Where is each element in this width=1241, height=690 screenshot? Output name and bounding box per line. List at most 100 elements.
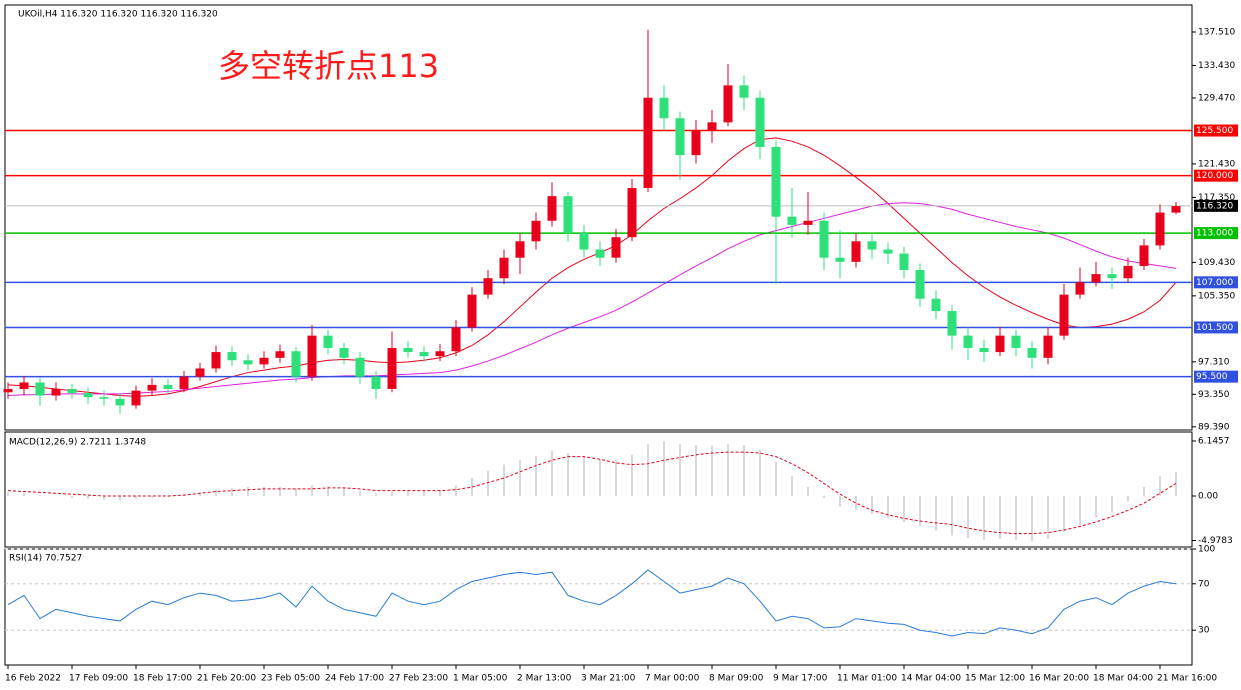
candle-body <box>275 351 285 358</box>
level-label: 95.500 <box>1196 372 1228 382</box>
y-tick-label: 129.470 <box>1198 93 1235 103</box>
candle-body <box>371 376 381 389</box>
candle-body <box>339 347 349 358</box>
x-tick-label: 21 Feb 20:00 <box>197 674 256 684</box>
macd-title: MACD(12,26,9) 2.7211 1.3748 <box>9 438 146 448</box>
x-tick-label: 1 Mar 05:00 <box>453 674 508 684</box>
candle-body <box>51 388 61 396</box>
level-label-bg <box>1194 321 1238 334</box>
level-label-bg <box>1194 276 1238 289</box>
candle-body <box>1011 335 1021 348</box>
moving-average <box>7 202 1177 397</box>
level-label-bg <box>1194 227 1238 240</box>
y-tick-label: 97.310 <box>1198 357 1230 367</box>
y-tick-label: 6.1457 <box>1198 436 1230 446</box>
candle-body <box>659 97 669 119</box>
x-tick-label: 9 Mar 17:00 <box>773 674 828 684</box>
candle-body <box>387 347 397 389</box>
signal-line <box>7 451 1177 535</box>
last-price-label: 116.320 <box>1196 201 1233 211</box>
x-tick-label: 27 Feb 23:00 <box>389 674 448 684</box>
candle-body <box>211 352 221 369</box>
candle-body <box>259 357 269 365</box>
y-tick-label: 121.430 <box>1198 159 1235 169</box>
y-tick-label: 100 <box>1198 545 1215 555</box>
candle-body <box>403 347 413 353</box>
x-tick-label: 24 Feb 17:00 <box>325 674 384 684</box>
candle-body <box>1075 282 1085 295</box>
candle-body <box>963 335 973 348</box>
candle-body <box>819 220 829 258</box>
chart-title: UKOil,H4 116.320 116.320 116.320 116.320 <box>18 10 218 20</box>
candle-body <box>1043 335 1053 358</box>
candle-body <box>83 393 93 398</box>
x-tick-label: 16 Feb 2022 <box>5 674 61 684</box>
candle-body <box>627 187 637 238</box>
candle-body <box>995 335 1005 353</box>
candle-body <box>1027 347 1037 358</box>
x-tick-label: 16 Mar 20:00 <box>1029 674 1089 684</box>
annotation: 多空转折点113 <box>218 47 439 85</box>
rsi-panel <box>4 548 1193 666</box>
candle-body <box>435 351 445 357</box>
x-tick-label: 15 Mar 12:00 <box>965 674 1025 684</box>
y-tick-label: 133.430 <box>1198 61 1235 71</box>
x-tick-label: 17 Feb 09:00 <box>69 674 128 684</box>
candle-body <box>691 130 701 156</box>
candle-body <box>531 220 541 242</box>
x-tick-label: 14 Mar 04:00 <box>901 674 961 684</box>
candle-body <box>35 382 45 396</box>
moving-average <box>7 137 1177 397</box>
macd-panel <box>4 431 1193 548</box>
candle-body <box>755 97 765 147</box>
candle-body <box>515 241 525 258</box>
x-tick-label: 18 Feb 17:00 <box>133 674 192 684</box>
candle-body <box>131 390 141 406</box>
x-tick-label: 7 Mar 00:00 <box>645 674 700 684</box>
rsi-line <box>7 569 1177 637</box>
y-tick-label: 105.350 <box>1198 291 1235 301</box>
y-tick-label: 70 <box>1198 579 1210 589</box>
x-tick-label: 11 Mar 01:00 <box>837 674 897 684</box>
x-tick-label: 3 Mar 21:00 <box>581 674 636 684</box>
candle-body <box>579 233 589 250</box>
level-label-bg <box>1194 370 1238 383</box>
main-panel <box>4 4 1193 431</box>
x-tick-label: 2 Mar 13:00 <box>517 674 572 684</box>
candle-body <box>915 270 925 299</box>
candle-body <box>547 196 557 221</box>
y-tick-label: 117.350 <box>1198 193 1235 203</box>
candle-body <box>291 351 301 377</box>
candle-body <box>483 278 493 295</box>
candle-body <box>323 335 333 348</box>
candle-body <box>19 382 29 389</box>
candle-body <box>979 347 989 353</box>
candle-body <box>355 357 365 377</box>
candle-body <box>227 352 237 361</box>
candle-body <box>307 335 317 377</box>
level-label-bg <box>1194 124 1238 137</box>
candle-body <box>1123 265 1133 279</box>
candle-body <box>1139 245 1149 266</box>
candle-body <box>243 360 253 365</box>
x-tick-label: 8 Mar 09:00 <box>709 674 764 684</box>
candle-body <box>883 249 893 254</box>
y-tick-label: 109.430 <box>1198 258 1235 268</box>
candle-body <box>771 146 781 217</box>
y-tick-label: 137.510 <box>1198 27 1235 37</box>
candle-body <box>3 388 13 393</box>
y-tick-label: 0.00 <box>1198 491 1218 501</box>
candle-body <box>419 352 429 357</box>
level-label-bg <box>1194 169 1238 182</box>
candle-body <box>147 384 157 391</box>
candle-body <box>195 368 205 377</box>
x-tick-label: 21 Mar 16:00 <box>1157 674 1217 684</box>
x-tick-label: 23 Feb 05:00 <box>261 674 320 684</box>
candle-body <box>563 196 573 234</box>
rsi-title: RSI(14) 70.7527 <box>9 554 82 564</box>
level-label: 113.000 <box>1196 229 1233 239</box>
candle-body <box>899 253 909 271</box>
level-label: 107.000 <box>1196 278 1233 288</box>
candle-body <box>1059 294 1069 336</box>
